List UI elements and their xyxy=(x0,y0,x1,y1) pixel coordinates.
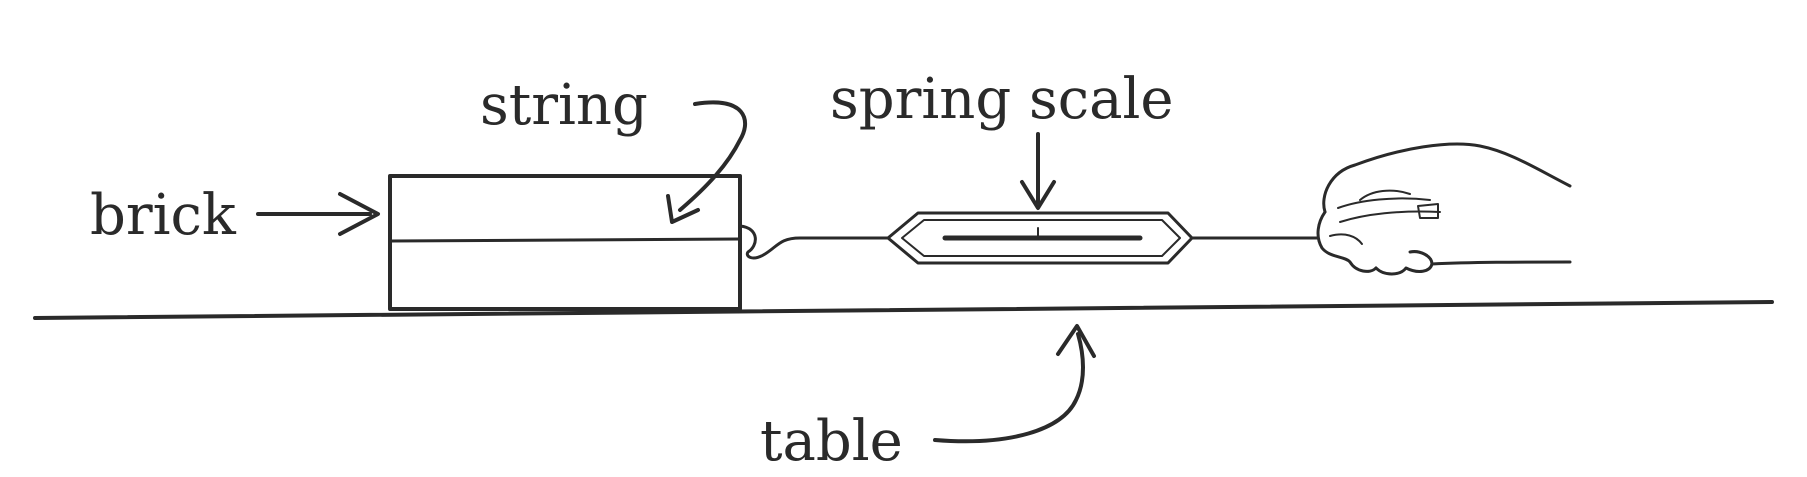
table-surface xyxy=(33,300,1774,320)
string xyxy=(738,224,890,260)
arrow-spring-scale xyxy=(1020,132,1056,210)
label-string: string xyxy=(480,73,648,138)
label-spring-scale: spring scale xyxy=(830,67,1174,132)
brick xyxy=(388,174,742,311)
arrow-brick xyxy=(256,192,380,236)
label-brick: brick xyxy=(90,183,237,248)
hand-icon xyxy=(1316,142,1572,276)
spring-scale xyxy=(886,211,1194,265)
arrow-table xyxy=(933,324,1096,444)
arrow-string xyxy=(666,100,748,224)
label-table: table xyxy=(760,409,903,474)
